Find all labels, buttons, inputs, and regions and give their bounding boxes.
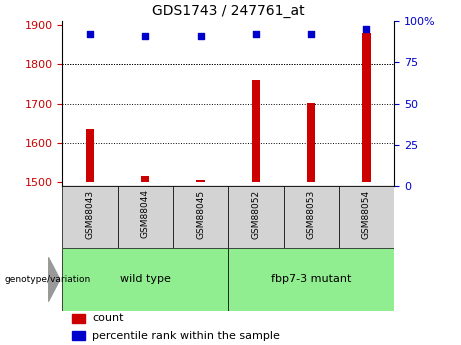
FancyBboxPatch shape xyxy=(62,248,228,310)
FancyBboxPatch shape xyxy=(284,186,339,248)
FancyBboxPatch shape xyxy=(173,186,228,248)
Bar xyxy=(141,176,149,183)
FancyBboxPatch shape xyxy=(62,186,118,248)
Bar xyxy=(362,32,371,183)
Text: count: count xyxy=(92,314,124,323)
Text: GSM88053: GSM88053 xyxy=(307,189,316,239)
Point xyxy=(307,31,315,37)
Point xyxy=(142,33,149,38)
Text: GSM88054: GSM88054 xyxy=(362,189,371,238)
Polygon shape xyxy=(48,257,60,302)
Text: GSM88044: GSM88044 xyxy=(141,189,150,238)
Point xyxy=(197,33,204,38)
Text: genotype/variation: genotype/variation xyxy=(5,275,91,284)
Text: GSM88052: GSM88052 xyxy=(251,189,260,238)
FancyBboxPatch shape xyxy=(118,186,173,248)
Point xyxy=(363,26,370,32)
Text: fbp7-3 mutant: fbp7-3 mutant xyxy=(271,275,351,284)
Point xyxy=(86,31,94,37)
Bar xyxy=(86,129,94,183)
FancyBboxPatch shape xyxy=(228,248,394,310)
Text: GSM88043: GSM88043 xyxy=(85,189,95,238)
Title: GDS1743 / 247761_at: GDS1743 / 247761_at xyxy=(152,4,305,18)
Bar xyxy=(307,104,315,183)
Bar xyxy=(72,314,85,323)
FancyBboxPatch shape xyxy=(339,186,394,248)
Bar xyxy=(252,80,260,183)
Text: wild type: wild type xyxy=(120,275,171,284)
Bar xyxy=(72,331,85,340)
Text: percentile rank within the sample: percentile rank within the sample xyxy=(92,331,280,341)
Text: GSM88045: GSM88045 xyxy=(196,189,205,238)
Bar xyxy=(196,180,205,183)
Point xyxy=(252,31,260,37)
FancyBboxPatch shape xyxy=(228,186,284,248)
